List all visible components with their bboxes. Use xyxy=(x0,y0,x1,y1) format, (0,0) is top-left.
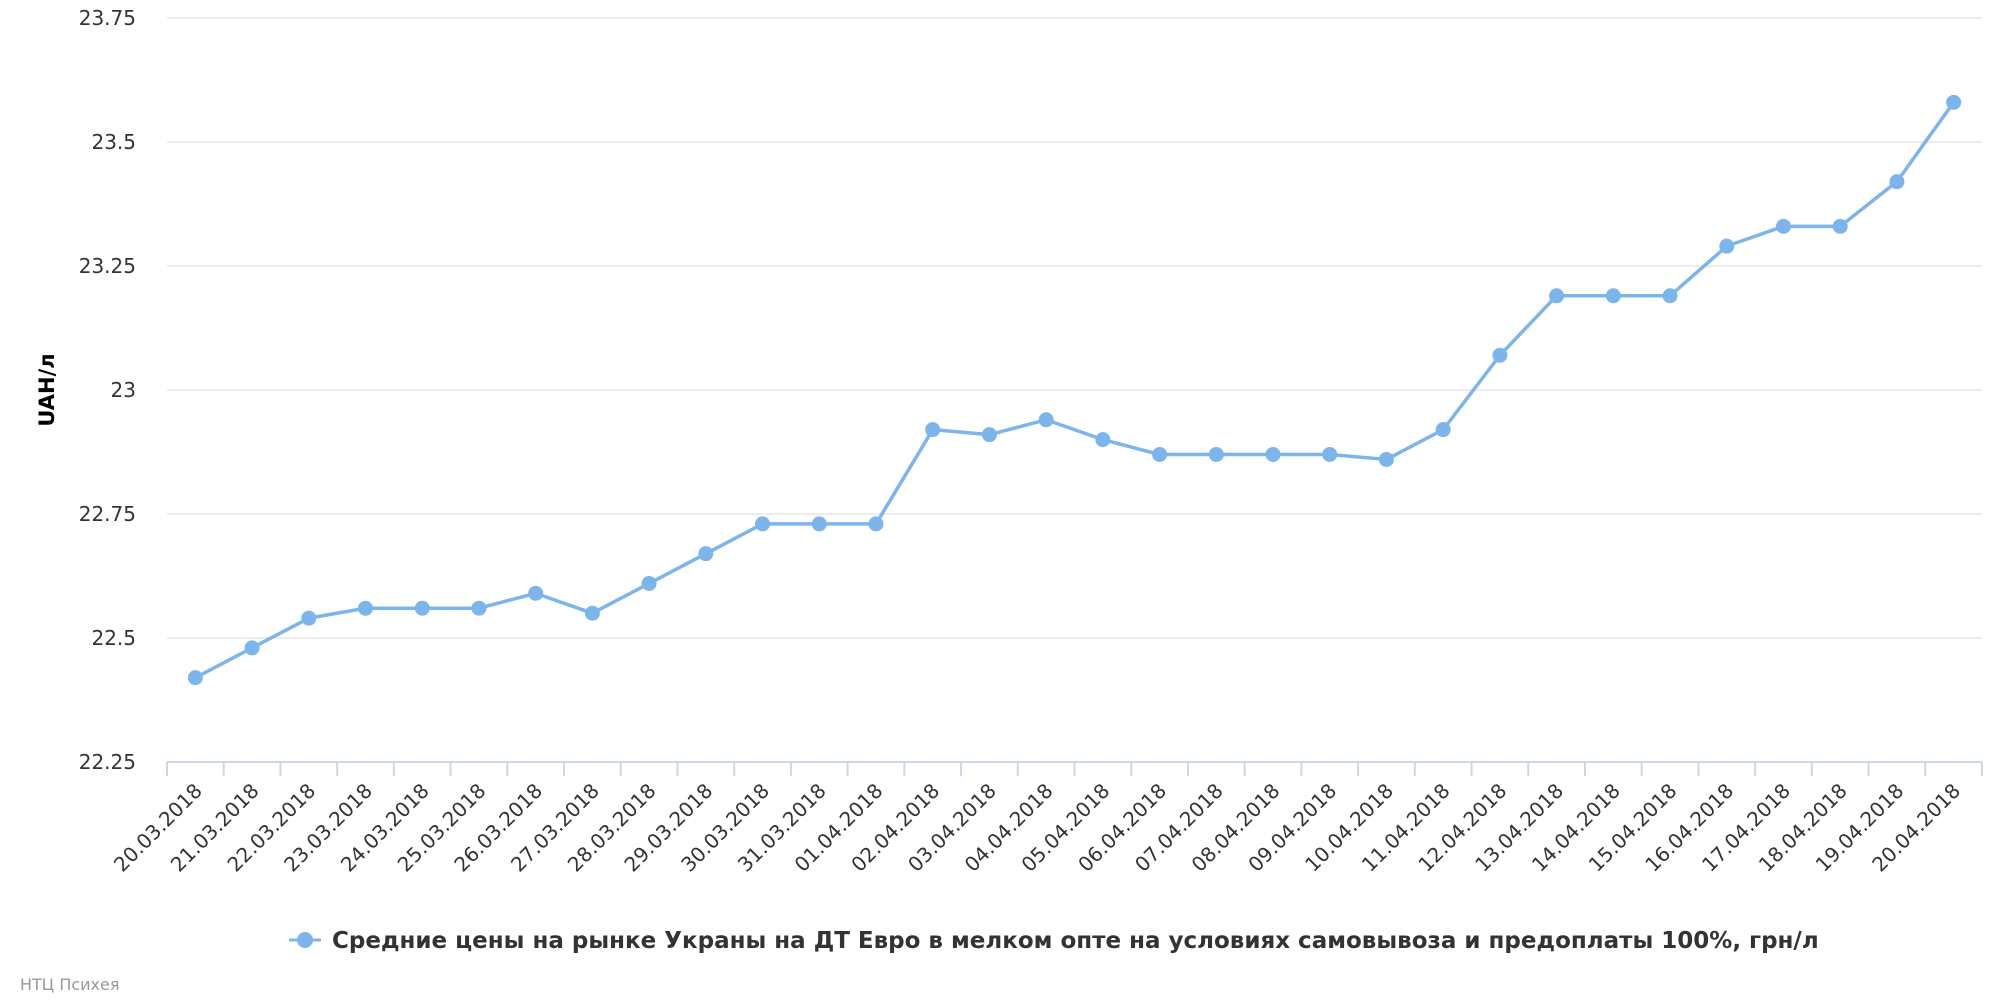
x-axis-tick-labels: 20.03.201821.03.201822.03.201823.03.2018… xyxy=(109,779,1965,877)
legend-label: Средние цены на рынке Украны на ДТ Евро … xyxy=(332,928,1819,954)
y-axis-title: UAH/л xyxy=(35,353,59,426)
y-tick-label: 23 xyxy=(111,378,136,402)
data-point[interactable] xyxy=(1549,288,1565,304)
data-point[interactable] xyxy=(471,600,487,616)
data-point[interactable] xyxy=(698,546,714,562)
data-point[interactable] xyxy=(528,585,544,601)
data-point[interactable] xyxy=(1152,446,1168,462)
legend[interactable]: Средние цены на рынке Украны на ДТ Евро … xyxy=(289,928,1819,954)
data-point[interactable] xyxy=(1435,422,1451,438)
data-point[interactable] xyxy=(1095,432,1111,448)
data-point[interactable] xyxy=(414,600,430,616)
x-axis xyxy=(166,761,1983,776)
data-point[interactable] xyxy=(1605,288,1621,304)
y-tick-label: 23.75 xyxy=(79,6,136,30)
data-point[interactable] xyxy=(868,516,884,532)
data-point[interactable] xyxy=(755,516,771,532)
legend-dot-marker xyxy=(297,932,313,948)
data-point[interactable] xyxy=(187,670,203,686)
y-tick-label: 23.5 xyxy=(91,130,136,154)
data-point[interactable] xyxy=(1832,218,1848,234)
data-point[interactable] xyxy=(1038,412,1054,428)
data-point[interactable] xyxy=(1492,347,1508,363)
data-point[interactable] xyxy=(1208,446,1224,462)
grid-lines xyxy=(167,17,1982,639)
data-point[interactable] xyxy=(301,610,317,626)
data-point[interactable] xyxy=(641,575,657,591)
data-point[interactable] xyxy=(1265,446,1281,462)
data-point[interactable] xyxy=(1775,218,1791,234)
series-line xyxy=(193,100,1956,680)
data-point[interactable] xyxy=(981,427,997,443)
data-point[interactable] xyxy=(925,422,941,438)
y-tick-label: 22.25 xyxy=(79,750,136,774)
y-tick-label: 22.5 xyxy=(91,626,136,650)
data-point[interactable] xyxy=(244,640,260,656)
data-point[interactable] xyxy=(1946,94,1962,110)
data-point[interactable] xyxy=(1662,288,1678,304)
data-point[interactable] xyxy=(1322,446,1338,462)
chart-credit[interactable]: НТЦ Психея xyxy=(20,975,119,994)
data-point[interactable] xyxy=(811,516,827,532)
series-layer xyxy=(187,94,1962,686)
y-axis-tick-labels: 22.25 22.5 22.75 23 23.25 23.5 23.75 xyxy=(79,6,136,774)
data-point[interactable] xyxy=(358,600,374,616)
data-point[interactable] xyxy=(1889,174,1905,190)
y-tick-label: 23.25 xyxy=(79,254,136,278)
y-tick-label: 22.75 xyxy=(79,502,136,526)
data-point[interactable] xyxy=(1719,238,1735,254)
data-point[interactable] xyxy=(584,605,600,621)
data-point[interactable] xyxy=(1378,451,1394,467)
